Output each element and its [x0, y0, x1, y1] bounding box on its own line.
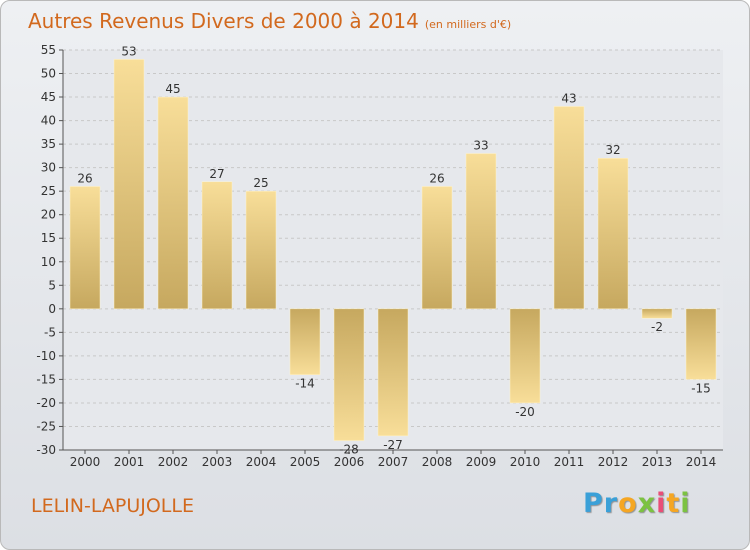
bar [421, 186, 453, 310]
bar [333, 308, 365, 441]
bar [245, 190, 277, 310]
bar [597, 157, 629, 310]
value-label: 32 [605, 143, 620, 157]
brand-letter: P [583, 488, 604, 519]
brand-letter: o [618, 488, 638, 519]
bar [377, 308, 409, 437]
bar [157, 96, 189, 310]
value-label: -27 [383, 438, 403, 452]
x-tick-label: 2010 [510, 455, 541, 469]
brand-letter: i [656, 488, 667, 519]
location-name: LELIN-LAPUJOLLE [31, 495, 194, 517]
y-tick-label: -10 [36, 349, 56, 363]
bar [509, 308, 541, 404]
x-tick-label: 2000 [70, 455, 101, 469]
y-tick-label: 40 [41, 114, 56, 128]
brand-logo: Proxiti [583, 488, 691, 519]
value-labels: 26 53 45 27 25 -14 -28 -27 26 33 -20 43 32 -2 -15 [77, 44, 710, 456]
value-label: 45 [165, 82, 180, 96]
y-tick-label: -25 [36, 419, 56, 433]
value-label: -28 [339, 443, 359, 457]
y-tick-label: 5 [48, 278, 56, 292]
x-tick-label: 2005 [290, 455, 321, 469]
y-tick-label: 20 [41, 208, 56, 222]
x-tick-label: 2008 [422, 455, 453, 469]
x-tick-label: 2002 [158, 455, 189, 469]
y-tick-label: 30 [41, 161, 56, 175]
x-tick-label: 2003 [202, 455, 233, 469]
chart-title: Autres Revenus Divers de 2000 à 2014 (en … [28, 9, 511, 33]
x-tick-label: 2006 [334, 455, 365, 469]
y-tick-label: -30 [36, 443, 56, 457]
bar [553, 106, 585, 310]
value-label: 33 [473, 139, 488, 153]
x-tick-label: 2009 [466, 455, 497, 469]
x-tick-label: 2001 [114, 455, 145, 469]
x-tick-label: 2004 [246, 455, 277, 469]
y-tick-label: 50 [41, 67, 56, 81]
bar [201, 181, 233, 310]
value-label: -15 [691, 381, 711, 395]
value-label: 27 [209, 167, 224, 181]
y-tick-label: 35 [41, 137, 56, 151]
value-label: -14 [295, 377, 315, 391]
brand-letter: x [637, 488, 657, 519]
y-tick-label: -5 [44, 325, 56, 339]
y-tick-label: 55 [41, 43, 56, 57]
title-main: Autres Revenus Divers de 2000 à 2014 [28, 9, 419, 33]
y-tick-label: 0 [48, 302, 56, 316]
bar [113, 59, 145, 310]
value-label: -20 [515, 405, 535, 419]
bar [641, 308, 673, 319]
value-label: 26 [429, 171, 444, 185]
value-label: -2 [651, 320, 663, 334]
value-label: 25 [253, 176, 268, 190]
bar [685, 308, 717, 380]
x-axis: 2000 2001 2002 2003 2004 2005 2006 2007 2008 2009… [63, 449, 723, 469]
y-tick-label: 15 [41, 231, 56, 245]
brand-letter: t [666, 488, 681, 519]
x-tick-label: 2011 [554, 455, 585, 469]
x-tick-label: 2007 [378, 455, 409, 469]
value-label: 43 [561, 91, 576, 105]
y-tick-label: 45 [41, 90, 56, 104]
y-tick-label: -20 [36, 396, 56, 410]
title-unit: (en milliers d'€) [424, 18, 512, 31]
brand-letter: r [603, 488, 619, 519]
x-tick-label: 2012 [598, 455, 629, 469]
bar [289, 308, 321, 375]
brand-letter: i [680, 488, 691, 519]
value-label: 26 [77, 171, 92, 185]
x-tick-label: 2013 [642, 455, 673, 469]
y-tick-label: 25 [41, 184, 56, 198]
bar [69, 186, 101, 310]
x-tick-label: 2014 [686, 455, 717, 469]
bars [69, 59, 717, 441]
value-label: 53 [121, 44, 136, 58]
y-tick-label: -15 [36, 372, 56, 386]
bar [465, 153, 497, 310]
y-tick-label: 10 [41, 255, 56, 269]
